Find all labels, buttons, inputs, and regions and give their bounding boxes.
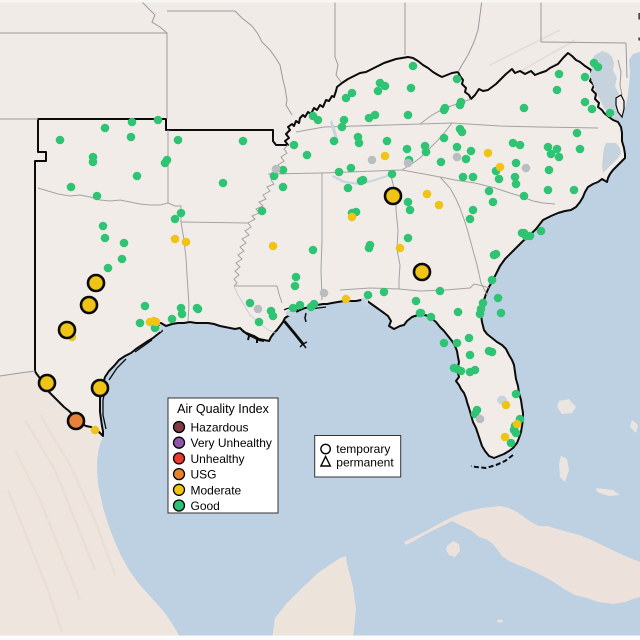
svg-text:temporary: temporary	[336, 442, 390, 456]
svg-text:Unhealthy: Unhealthy	[191, 452, 245, 466]
svg-text:Air Quality Index: Air Quality Index	[177, 402, 269, 416]
svg-text:permanent: permanent	[336, 455, 394, 469]
svg-text:USG: USG	[191, 468, 217, 482]
svg-text:Good: Good	[191, 499, 220, 513]
svg-text:Moderate: Moderate	[191, 483, 242, 497]
svg-text:Very Unhealthy: Very Unhealthy	[191, 436, 272, 450]
svg-text:Hazardous: Hazardous	[191, 421, 249, 435]
